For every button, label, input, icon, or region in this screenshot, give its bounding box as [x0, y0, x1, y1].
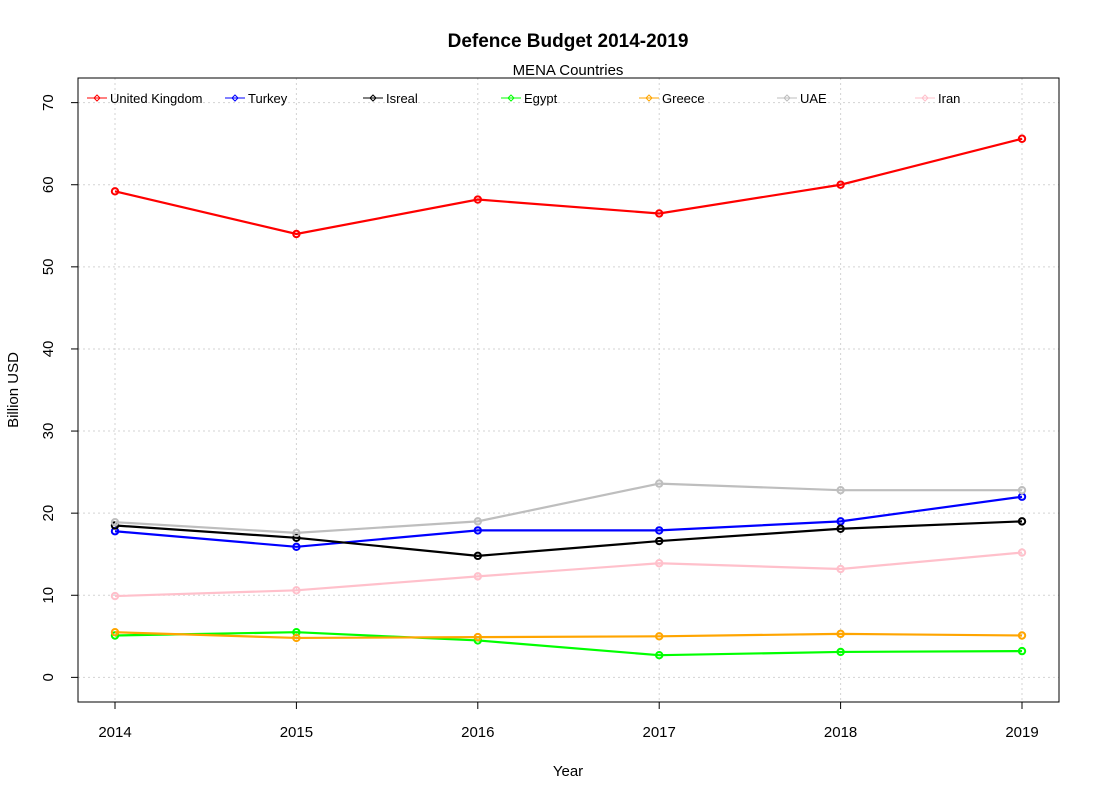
y-tick-label: 10: [40, 587, 57, 604]
data-point-turkey-2017: [655, 526, 664, 535]
legend-item-united-kingdom: United Kingdom: [87, 91, 203, 106]
plot-frame: [77, 77, 1060, 703]
legend-marker: [507, 94, 515, 102]
data-point-united-kingdom-2015: [292, 229, 301, 239]
axes: 2014 2015 2016 2017 2018 2019 0 10 20 30 40 50 60 70: [40, 94, 1039, 741]
data-point-greece-2017: [655, 632, 664, 641]
legend-marker: [921, 94, 929, 102]
data-point-iran-2014: [110, 591, 120, 601]
data-point-greece-2016: [473, 632, 482, 642]
series-uae: [110, 479, 1027, 538]
legend-label: UAE: [800, 91, 827, 106]
legend-item-isreal: Isreal: [363, 91, 418, 106]
legend-marker: [783, 94, 791, 102]
data-point-uae-2015: [292, 528, 301, 538]
data-point-united-kingdom-2014: [110, 187, 120, 196]
y-tick-label: 20: [40, 505, 57, 522]
data-point-greece-2015: [292, 633, 301, 643]
y-axis-title: Billion USD: [5, 352, 22, 428]
legend-marker: [645, 94, 653, 102]
y-tick-label: 0: [40, 673, 57, 681]
legend-marker: [369, 94, 377, 102]
legend-label: Greece: [662, 91, 705, 106]
series-line-united-kingdom: [114, 137, 1023, 236]
legend-label: Iran: [938, 91, 960, 106]
legend-marker: [231, 94, 239, 102]
data-point-iran-2016: [473, 572, 482, 581]
data-point-united-kingdom-2018: [836, 180, 845, 189]
data-point-isreal-2017: [655, 536, 664, 546]
legend-marker: [93, 94, 101, 102]
legend-item-turkey: Turkey: [225, 91, 288, 106]
legend-item-iran: Iran: [915, 91, 960, 106]
data-point-turkey-2016: [473, 526, 482, 535]
data-point-united-kingdom-2016: [473, 195, 482, 204]
grid: [78, 78, 1059, 702]
series-line-egypt: [114, 631, 1023, 657]
data-point-isreal-2016: [473, 551, 482, 561]
data-point-uae-2016: [473, 517, 482, 526]
series-united-kingdom: [110, 134, 1027, 239]
chart-title: Defence Budget 2014-2019: [448, 31, 689, 52]
y-tick-label: 60: [40, 176, 57, 193]
data-point-isreal-2015: [292, 533, 301, 542]
series-lines: [110, 134, 1027, 660]
series-isreal: [110, 517, 1027, 561]
legend-label: Isreal: [386, 91, 418, 106]
x-tick-label: 2019: [1005, 724, 1038, 741]
series-iran: [110, 548, 1027, 601]
data-point-egypt-2019: [1017, 646, 1027, 656]
series-greece: [110, 628, 1027, 643]
x-tick-label: 2017: [643, 724, 676, 741]
data-point-egypt-2017: [655, 651, 664, 660]
data-point-uae-2018: [836, 485, 845, 495]
x-tick-label: 2016: [461, 724, 494, 741]
x-tick-label: 2014: [98, 724, 131, 741]
legend-item-greece: Greece: [639, 91, 705, 106]
data-point-isreal-2019: [1017, 517, 1027, 526]
series-line-uae: [114, 482, 1022, 534]
data-point-iran-2018: [836, 564, 845, 574]
x-tick-label: 2015: [280, 724, 313, 741]
series-line-greece: [114, 631, 1023, 640]
data-point-greece-2018: [836, 629, 845, 639]
series-line-iran: [114, 551, 1023, 598]
data-point-iran-2017: [655, 559, 664, 568]
data-point-uae-2017: [655, 479, 664, 488]
series-line-isreal: [114, 520, 1023, 557]
legend-label: Turkey: [248, 91, 288, 106]
data-point-turkey-2019: [1017, 492, 1027, 501]
legend-label: United Kingdom: [110, 91, 203, 106]
legend-label: Egypt: [524, 91, 558, 106]
y-tick-label: 30: [40, 423, 57, 440]
data-point-greece-2019: [1017, 631, 1027, 640]
legend: United Kingdom Turkey Isreal Egypt Greece UAE…: [87, 91, 960, 106]
data-point-uae-2014: [110, 517, 120, 527]
data-point-uae-2019: [1017, 485, 1027, 495]
x-axis-title: Year: [553, 763, 583, 780]
x-tick-label: 2018: [824, 724, 857, 741]
y-tick-label: 70: [40, 94, 57, 111]
data-point-isreal-2018: [836, 524, 845, 533]
y-tick-label: 40: [40, 341, 57, 358]
data-point-iran-2015: [292, 586, 301, 595]
data-point-turkey-2015: [292, 542, 301, 552]
series-line-turkey: [114, 495, 1023, 548]
legend-item-egypt: Egypt: [501, 91, 558, 106]
data-point-united-kingdom-2019: [1017, 134, 1027, 143]
y-tick-label: 50: [40, 258, 57, 275]
data-point-united-kingdom-2017: [655, 209, 664, 218]
data-point-iran-2019: [1017, 548, 1027, 557]
data-point-egypt-2018: [836, 647, 845, 657]
legend-item-uae: UAE: [777, 91, 827, 106]
data-point-greece-2014: [110, 628, 120, 637]
chart-subtitle: MENA Countries: [513, 62, 624, 79]
